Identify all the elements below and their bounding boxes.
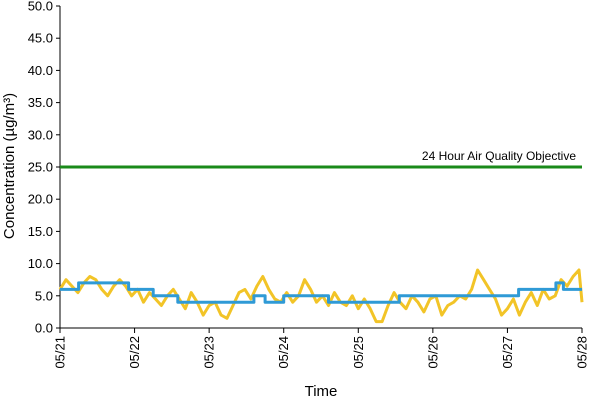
y-tick-label: 15.0	[28, 224, 53, 239]
x-tick-label: 05/26	[425, 336, 440, 369]
x-axis-ticks: 05/21 05/22 05/23 05/24 05/25 05/26 05/27 05/28	[53, 328, 590, 369]
y-tick-label: 5.0	[35, 288, 53, 303]
series-line-blue	[60, 281, 582, 304]
y-tick-label: 0.0	[35, 321, 53, 336]
objective-label: 24 Hour Air Quality Objective	[422, 149, 576, 163]
y-tick-label: 50.0	[28, 0, 53, 14]
x-tick-label: 05/28	[575, 336, 590, 369]
y-tick-label: 30.0	[28, 127, 53, 142]
x-tick-label: 05/22	[127, 336, 142, 369]
y-axis-ticks: 0.0 5.0 10.0 15.0 20.0 25.0 30.0 35.0 40.0 45.0 50…	[28, 0, 60, 336]
x-axis-title: Time	[305, 383, 338, 400]
y-tick-label: 40.0	[28, 63, 53, 78]
y-tick-label: 35.0	[28, 95, 53, 110]
y-tick-label: 25.0	[28, 160, 53, 175]
plot-area: 0.0 5.0 10.0 15.0 20.0 25.0 30.0 35.0 40.0 45.0 50…	[28, 0, 590, 369]
x-tick-label: 05/24	[276, 336, 291, 369]
y-axis-title: Concentration (µg/m³)	[1, 93, 18, 239]
x-tick-label: 05/21	[53, 336, 68, 369]
x-tick-label: 05/25	[351, 336, 366, 369]
y-tick-label: 10.0	[28, 256, 53, 271]
x-tick-label: 05/27	[500, 336, 515, 369]
y-tick-label: 20.0	[28, 192, 53, 207]
x-tick-label: 05/23	[202, 336, 217, 369]
y-tick-label: 45.0	[28, 31, 53, 46]
series-group	[58, 268, 584, 324]
